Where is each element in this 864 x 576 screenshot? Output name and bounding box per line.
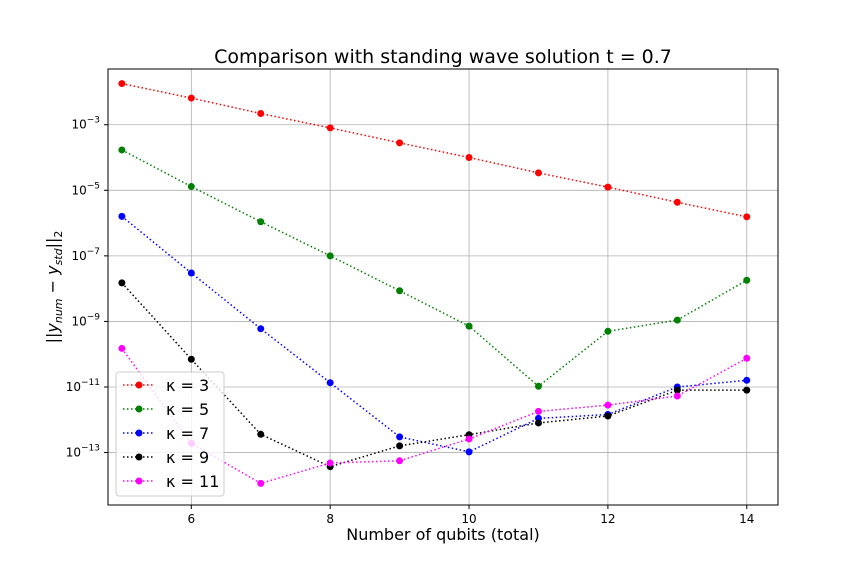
data-point [257,430,265,438]
data-point [396,442,404,450]
plot-frame [107,68,779,506]
legend-marker [135,477,143,485]
y-tick-label: 10−11 [66,378,100,394]
series-line [121,82,747,218]
legend-label: κ = 5 [166,400,209,419]
y-tick-label: 10−13 [66,444,100,460]
legend-item: κ = 5 [123,400,209,419]
data-point [743,386,751,394]
data-point [257,110,265,118]
legend: κ = 3 κ = 5 κ = 7 κ = 9 κ = 11 [115,371,225,497]
data-point [534,407,542,415]
legend-label: κ = 3 [166,376,209,395]
x-tick-label: 10 [461,512,476,526]
series-line [121,149,748,388]
legend-marker [135,381,143,389]
data-point [396,287,404,295]
legend-label: κ = 7 [166,424,209,443]
data-point [187,269,195,277]
data-point [465,154,473,162]
legend-item: κ = 11 [123,472,219,491]
data-point [257,218,265,226]
x-tick-label: 8 [326,512,334,526]
data-point [257,325,265,333]
data-point [187,94,195,102]
x-axis-ticks: 6 8 10 12 14 [187,505,754,526]
data-point [534,382,542,390]
legend-marker [135,453,143,461]
y-axis-ticks: 10−13 10−11 10−9 10−7 10−5 10−3 [66,116,108,460]
data-point [118,146,126,154]
data-point [673,386,681,394]
x-axis-label: Number of qubits (total) [346,525,540,544]
data-point [396,433,404,441]
y-axis-label: ||ynum − ystd||2 [43,231,65,344]
data-point [257,479,265,487]
data-point [743,213,751,221]
x-tick-label: 6 [187,512,195,526]
legend-item: κ = 7 [123,424,209,443]
y-tick-label: 10−7 [71,247,100,263]
data-point [326,252,334,260]
data-point [396,457,404,465]
legend-label: κ = 9 [166,448,209,467]
data-point [604,412,612,420]
data-point [465,435,473,443]
data-point [465,322,473,330]
grid-lines [108,69,778,505]
y-tick-label: 10−9 [71,312,100,328]
data-point [187,183,195,191]
legend-label: κ = 11 [166,472,219,491]
data-point [743,354,751,362]
series-2 [118,146,751,390]
data-point [396,139,404,147]
data-point [534,419,542,427]
data-point [743,276,751,284]
data-point [673,198,681,206]
data-point [118,279,126,287]
data-point [326,379,334,387]
data-point [326,459,334,467]
legend-item: κ = 9 [123,448,209,467]
data-point [673,392,681,400]
data-point [118,344,126,352]
data-point [604,327,612,335]
y-tick-label: 10−5 [71,181,100,197]
data-point [118,80,126,88]
legend-marker [135,405,143,413]
x-tick-label: 12 [600,512,615,526]
data-point [326,124,334,132]
series-1 [118,80,751,221]
data-point [604,183,612,191]
data-point [465,448,473,456]
data-point [118,212,126,220]
data-point [534,169,542,177]
chart-title: Comparison with standing wave solution t… [214,46,672,68]
legend-item: κ = 3 [123,376,209,395]
legend-marker [135,429,143,437]
y-tick-label: 10−3 [71,116,100,132]
data-point [743,376,751,384]
x-tick-label: 14 [739,512,754,526]
legend-box [115,371,225,497]
data-point [673,316,681,324]
data-point [187,355,195,363]
data-point [604,401,612,409]
